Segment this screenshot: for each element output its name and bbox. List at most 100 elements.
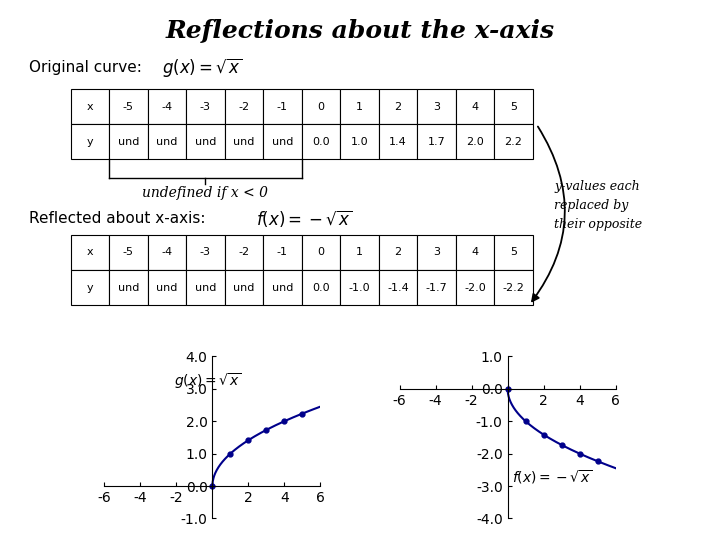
FancyBboxPatch shape	[302, 124, 341, 159]
FancyBboxPatch shape	[494, 89, 533, 124]
Text: 2.0: 2.0	[466, 137, 484, 147]
Text: -5: -5	[123, 102, 134, 112]
FancyBboxPatch shape	[379, 124, 418, 159]
FancyBboxPatch shape	[264, 89, 302, 124]
Text: und: und	[156, 282, 178, 293]
FancyBboxPatch shape	[264, 235, 302, 270]
FancyBboxPatch shape	[71, 235, 109, 270]
FancyBboxPatch shape	[341, 235, 379, 270]
FancyBboxPatch shape	[186, 235, 225, 270]
Text: 1: 1	[356, 247, 363, 258]
Text: und: und	[233, 137, 255, 147]
Text: -2: -2	[238, 247, 249, 258]
FancyBboxPatch shape	[379, 270, 418, 305]
Text: und: und	[233, 282, 255, 293]
Text: -2.2: -2.2	[503, 282, 524, 293]
FancyBboxPatch shape	[341, 270, 379, 305]
Text: -1: -1	[277, 247, 288, 258]
Text: und: und	[117, 137, 139, 147]
FancyBboxPatch shape	[379, 89, 418, 124]
FancyBboxPatch shape	[456, 89, 494, 124]
FancyBboxPatch shape	[302, 270, 341, 305]
Text: y: y	[86, 137, 93, 147]
FancyBboxPatch shape	[494, 235, 533, 270]
Text: -1.0: -1.0	[348, 282, 370, 293]
Text: 4: 4	[472, 247, 479, 258]
Text: -4: -4	[161, 247, 172, 258]
Text: 3: 3	[433, 102, 440, 112]
Text: 0: 0	[318, 102, 325, 112]
FancyBboxPatch shape	[418, 235, 456, 270]
Text: -2.0: -2.0	[464, 282, 486, 293]
Text: und: und	[156, 137, 178, 147]
FancyBboxPatch shape	[341, 124, 379, 159]
FancyBboxPatch shape	[341, 89, 379, 124]
Text: $f\left(x\right)=-\sqrt{x}$: $f\left(x\right)=-\sqrt{x}$	[256, 208, 351, 229]
Text: 1: 1	[356, 102, 363, 112]
Text: Original curve:: Original curve:	[29, 60, 156, 75]
FancyBboxPatch shape	[186, 270, 225, 305]
FancyBboxPatch shape	[109, 89, 148, 124]
Text: Reflected about x-axis:: Reflected about x-axis:	[29, 211, 220, 226]
Text: und: und	[117, 282, 139, 293]
Text: x: x	[86, 102, 93, 112]
FancyBboxPatch shape	[109, 270, 148, 305]
Text: und: und	[271, 282, 293, 293]
Text: 5: 5	[510, 247, 517, 258]
Text: y-values each
replaced by
their opposite: y-values each replaced by their opposite	[554, 180, 642, 231]
Text: -1: -1	[277, 102, 288, 112]
FancyBboxPatch shape	[456, 270, 494, 305]
FancyBboxPatch shape	[302, 89, 341, 124]
Text: 2: 2	[395, 247, 402, 258]
FancyBboxPatch shape	[71, 124, 109, 159]
FancyBboxPatch shape	[225, 235, 264, 270]
Text: y: y	[86, 282, 93, 293]
Text: und: und	[271, 137, 293, 147]
FancyBboxPatch shape	[148, 89, 186, 124]
Text: 1.7: 1.7	[428, 137, 446, 147]
Text: 2: 2	[395, 102, 402, 112]
Text: 1.0: 1.0	[351, 137, 368, 147]
FancyBboxPatch shape	[109, 235, 148, 270]
Text: 2.2: 2.2	[505, 137, 523, 147]
Text: x: x	[86, 247, 93, 258]
FancyBboxPatch shape	[225, 270, 264, 305]
Text: $g\left(x\right)=\sqrt{x}$: $g\left(x\right)=\sqrt{x}$	[174, 371, 241, 390]
FancyBboxPatch shape	[225, 89, 264, 124]
FancyBboxPatch shape	[186, 89, 225, 124]
Text: -1.4: -1.4	[387, 282, 409, 293]
FancyBboxPatch shape	[456, 235, 494, 270]
Text: -4: -4	[161, 102, 172, 112]
Text: -3: -3	[200, 247, 211, 258]
FancyBboxPatch shape	[71, 89, 109, 124]
FancyBboxPatch shape	[494, 270, 533, 305]
Text: $f\left(x\right)=-\sqrt{x}$: $f\left(x\right)=-\sqrt{x}$	[512, 468, 593, 486]
Text: 5: 5	[510, 102, 517, 112]
FancyBboxPatch shape	[456, 124, 494, 159]
Text: $g\left(x\right)=\sqrt{x}$: $g\left(x\right)=\sqrt{x}$	[162, 56, 243, 79]
Text: und: und	[194, 282, 216, 293]
Text: undefined if x < 0: undefined if x < 0	[143, 186, 269, 200]
FancyBboxPatch shape	[71, 270, 109, 305]
Text: 0.0: 0.0	[312, 282, 330, 293]
FancyBboxPatch shape	[148, 270, 186, 305]
Text: 4: 4	[472, 102, 479, 112]
Text: -1.7: -1.7	[426, 282, 447, 293]
Text: und: und	[194, 137, 216, 147]
FancyBboxPatch shape	[494, 124, 533, 159]
FancyBboxPatch shape	[418, 89, 456, 124]
FancyBboxPatch shape	[148, 124, 186, 159]
FancyBboxPatch shape	[418, 270, 456, 305]
FancyBboxPatch shape	[379, 235, 418, 270]
FancyBboxPatch shape	[418, 124, 456, 159]
Text: 0: 0	[318, 247, 325, 258]
FancyBboxPatch shape	[148, 235, 186, 270]
Text: -2: -2	[238, 102, 249, 112]
FancyBboxPatch shape	[264, 124, 302, 159]
Text: Reflections about the x-axis: Reflections about the x-axis	[166, 19, 554, 43]
Text: -3: -3	[200, 102, 211, 112]
FancyBboxPatch shape	[225, 124, 264, 159]
FancyBboxPatch shape	[109, 124, 148, 159]
FancyBboxPatch shape	[264, 270, 302, 305]
Text: 3: 3	[433, 247, 440, 258]
